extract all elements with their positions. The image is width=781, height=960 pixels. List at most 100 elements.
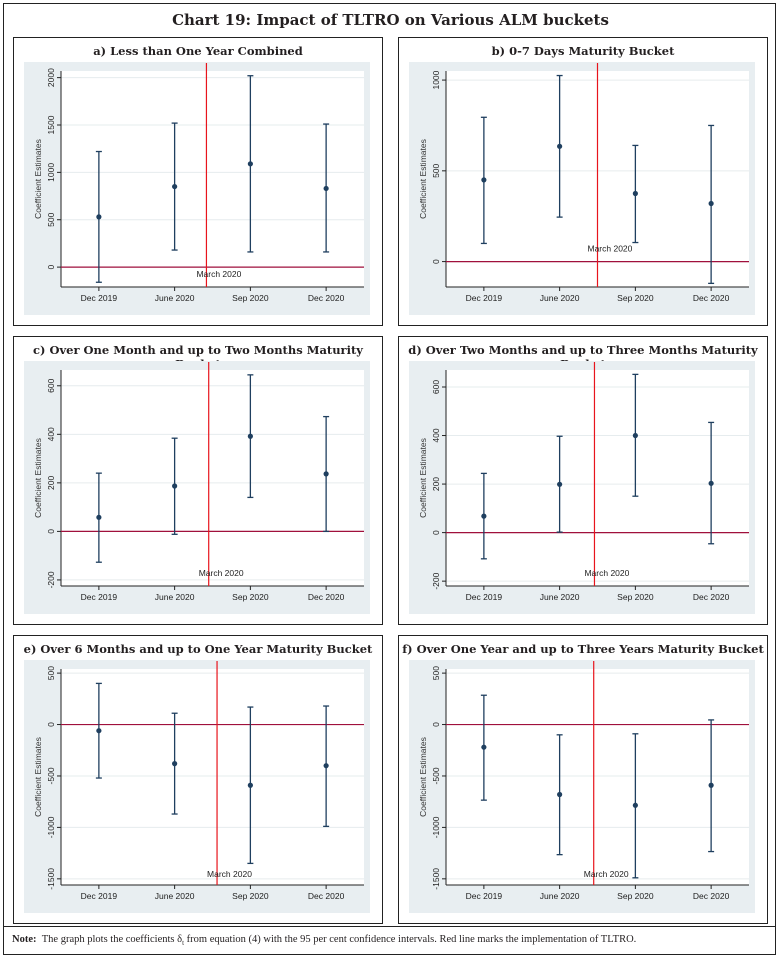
y-tick-label: 500 bbox=[431, 666, 441, 680]
x-tick-label: Sep 2020 bbox=[617, 891, 654, 901]
y-tick-label: 1000 bbox=[46, 163, 56, 182]
plot-a: 0 500 1000 1500 2000 Coefficient Estimates Mar… bbox=[24, 62, 370, 315]
y-tick-label: 500 bbox=[431, 163, 441, 177]
y-tick-label: -500 bbox=[431, 767, 441, 784]
y-tick-label: 0 bbox=[431, 530, 441, 535]
panel-e: e) Over 6 Months and up to One Year Matu… bbox=[13, 635, 383, 924]
coefficient-point bbox=[247, 161, 253, 167]
y-axis-label: Coefficient Estimates bbox=[33, 438, 43, 518]
panel-title: e) Over 6 Months and up to One Year Matu… bbox=[23, 642, 373, 656]
event-line-label: March 2020 bbox=[584, 869, 629, 879]
chart-main-title: Chart 19: Impact of TLTRO on Various ALM… bbox=[172, 11, 609, 29]
x-tick-label: Dec 2020 bbox=[693, 293, 730, 303]
coefficient-point bbox=[247, 782, 253, 788]
x-tick-label: Dec 2019 bbox=[466, 891, 503, 901]
event-line-label: March 2020 bbox=[588, 244, 633, 254]
event-line-label: March 2020 bbox=[207, 869, 252, 879]
x-tick-label: Dec 2020 bbox=[308, 592, 345, 602]
note-text: The graph plots the coefficients δ bbox=[41, 934, 183, 945]
y-tick-label: -1000 bbox=[431, 816, 441, 838]
y-tick-label: -1000 bbox=[46, 816, 56, 838]
event-line-label: March 2020 bbox=[199, 568, 244, 578]
coefficient-point bbox=[632, 432, 638, 439]
y-axis-label: Coefficient Estimates bbox=[418, 438, 428, 518]
event-line-label: March 2020 bbox=[196, 269, 241, 279]
y-tick-label: 600 bbox=[46, 378, 56, 392]
plot-b: 0 500 1000 Coefficient Estimates March 2020 D… bbox=[409, 62, 755, 315]
y-tick-label: 1500 bbox=[46, 115, 56, 134]
plot-c: -200 0 200 400 600 Coefficient Estimates March… bbox=[24, 361, 370, 614]
x-tick-label: Sep 2020 bbox=[232, 592, 269, 602]
note-subscript: t bbox=[182, 939, 185, 948]
x-tick-label: June 2020 bbox=[540, 293, 580, 303]
y-tick-label: -1500 bbox=[431, 868, 441, 890]
coefficient-point bbox=[323, 185, 329, 192]
coefficient-point bbox=[172, 483, 178, 489]
x-tick-label: June 2020 bbox=[155, 592, 195, 602]
x-tick-label: June 2020 bbox=[540, 891, 580, 901]
chart-figure-frame bbox=[3, 3, 776, 955]
y-tick-label: 1000 bbox=[431, 70, 441, 89]
x-tick-label: Dec 2020 bbox=[308, 891, 345, 901]
x-tick-label: Dec 2020 bbox=[308, 293, 345, 303]
x-tick-label: Sep 2020 bbox=[232, 293, 269, 303]
y-tick-label: -1500 bbox=[46, 868, 56, 890]
panel-b: b) 0-7 Days Maturity Bucket 0 500 1000 Coef… bbox=[398, 37, 768, 326]
coefficient-point bbox=[557, 481, 563, 487]
y-tick-label: 0 bbox=[46, 722, 56, 727]
plot-e: -1500 -1000 -500 0 500 Coefficient Estimates M… bbox=[24, 660, 370, 913]
x-tick-label: Dec 2019 bbox=[81, 592, 118, 602]
x-tick-label: Sep 2020 bbox=[617, 293, 654, 303]
y-tick-label: 0 bbox=[46, 264, 56, 269]
y-tick-label: 0 bbox=[431, 259, 441, 264]
x-tick-label: June 2020 bbox=[540, 592, 580, 602]
note-divider bbox=[3, 926, 776, 927]
y-tick-label: -500 bbox=[46, 767, 56, 784]
y-axis-label: Coefficient Estimates bbox=[33, 737, 43, 817]
coefficient-point bbox=[481, 513, 487, 519]
x-tick-label: June 2020 bbox=[155, 293, 195, 303]
panel-f: f) Over One Year and up to Three Years M… bbox=[398, 635, 768, 924]
x-tick-label: June 2020 bbox=[155, 891, 195, 901]
plot-d: -200 0 200 400 600 Coefficient Estimates March… bbox=[409, 361, 755, 614]
y-tick-label: 0 bbox=[431, 722, 441, 727]
coefficient-point bbox=[96, 214, 102, 220]
y-tick-label: 200 bbox=[431, 477, 441, 491]
coefficient-point bbox=[96, 728, 102, 734]
panel-d: d) Over Two Months and up to Three Month… bbox=[398, 336, 768, 625]
y-tick-label: -200 bbox=[431, 572, 441, 589]
coefficient-point bbox=[557, 791, 563, 798]
coefficient-point bbox=[247, 433, 253, 439]
y-tick-label: 0 bbox=[46, 529, 56, 534]
y-tick-label: 2000 bbox=[46, 68, 56, 87]
plot-f: -1500 -1000 -500 0 500 Coefficient Estimates M… bbox=[409, 660, 755, 913]
x-tick-label: Dec 2019 bbox=[466, 293, 503, 303]
chart-note: Note: The graph plots the coefficients δ… bbox=[12, 934, 636, 947]
coefficient-point bbox=[172, 761, 178, 767]
plot-area bbox=[61, 71, 364, 287]
plot-area bbox=[61, 669, 364, 885]
panel-c: c) Over One Month and up to Two Months M… bbox=[13, 336, 383, 625]
x-tick-label: Dec 2020 bbox=[693, 592, 730, 602]
y-tick-label: 200 bbox=[46, 475, 56, 489]
x-tick-label: Dec 2020 bbox=[693, 891, 730, 901]
y-tick-label: 500 bbox=[46, 666, 56, 680]
x-tick-label: Dec 2019 bbox=[81, 891, 118, 901]
y-axis-label: Coefficient Estimates bbox=[418, 737, 428, 817]
panel-title: b) 0-7 Days Maturity Bucket bbox=[491, 44, 675, 58]
coefficient-point bbox=[708, 200, 714, 207]
panel-title: a) Less than One Year Combined bbox=[93, 44, 303, 58]
panel-title: f) Over One Year and up to Three Years M… bbox=[402, 642, 764, 656]
coefficient-point bbox=[708, 782, 714, 788]
x-tick-label: Sep 2020 bbox=[617, 592, 654, 602]
coefficient-point bbox=[172, 183, 178, 190]
plot-area bbox=[61, 370, 364, 586]
coefficient-point bbox=[632, 190, 638, 197]
coefficient-point bbox=[96, 514, 102, 520]
x-tick-label: Dec 2019 bbox=[466, 592, 503, 602]
plot-area bbox=[446, 370, 749, 586]
coefficient-point bbox=[481, 177, 487, 183]
y-tick-label: 600 bbox=[431, 380, 441, 394]
y-axis-label: Coefficient Estimates bbox=[418, 139, 428, 219]
coefficient-point bbox=[481, 744, 487, 750]
